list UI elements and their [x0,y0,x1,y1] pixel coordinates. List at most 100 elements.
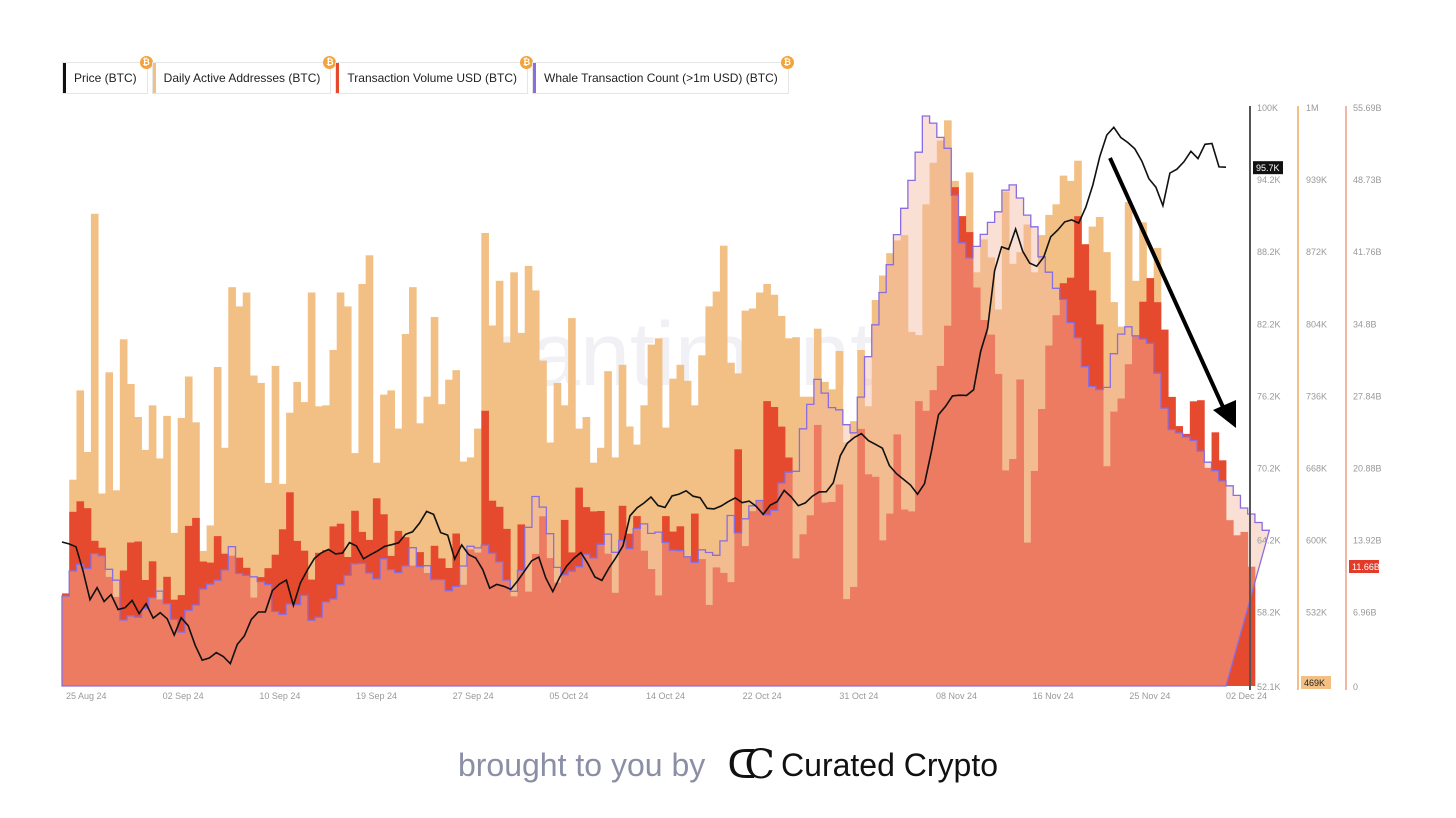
whale-count-area [61,115,1271,687]
x-axis-tick: 25 Aug 24 [66,691,107,701]
volume-bar [503,528,511,686]
volume-axis-tick: 41.76B [1353,247,1382,257]
volume-bar [582,507,591,686]
legend-label-price: Price (BTC) [74,71,137,85]
daa-bar [878,275,887,686]
whale-count-step-area [61,115,1271,687]
volume-bar [1146,278,1155,686]
volume-bar [806,515,815,686]
daa-axis-tick: 532K [1306,608,1327,618]
daa-axis-tick: 736K [1306,391,1327,401]
volume-bar [249,597,258,686]
volume-bar [662,516,670,686]
daa-current-badge-text: 469K [1304,678,1325,688]
legend-item-whale-count[interactable]: Whale Transaction Count (>1m USD) (BTC) … [532,56,794,94]
volume-bar [936,365,945,686]
price-line-layer [61,126,1227,666]
volume-bar [358,531,367,686]
brand-name: Curated Crypto [781,746,999,783]
daa-bar [756,292,764,686]
daa-bar [141,449,150,686]
volume-bar [958,216,967,686]
daa-bar [105,372,114,686]
volume-bar [127,542,135,686]
volume-current-badge-text: 11.66B [1352,562,1380,572]
volume-bar [423,573,432,686]
volume-axis-tick: 20.88B [1353,464,1382,474]
price-line [61,126,1227,666]
volume-bar [719,572,728,686]
volume-bar [676,526,685,686]
volume-bar [76,501,85,686]
volume-bar [907,511,916,686]
volume-bar [62,593,70,686]
volume-bar [1052,315,1061,686]
volume-bar [727,582,735,686]
volume-bar [1009,459,1017,686]
brand-link[interactable]: ᑕC Curated Crypto [727,742,998,788]
volume-bar [163,576,171,686]
daa-bar [503,342,511,686]
volume-bar [611,592,620,686]
volume-bar [343,557,352,686]
volume-bar [972,287,981,686]
volume-bar [452,533,461,686]
volume-bar [409,565,417,686]
volume-bar [575,487,583,686]
bitcoin-icon: ₿ [139,56,153,69]
daa-bar [423,396,432,686]
price-axis-tick: 70.2K [1257,464,1281,474]
x-axis-tick: 22 Oct 24 [743,691,782,701]
volume-axis-tick: 55.69B [1353,103,1382,113]
daa-bar [705,306,714,686]
daa-bar [445,379,453,686]
daa-bar [459,461,468,686]
volume-bar [821,502,829,686]
daa-bar [886,253,894,686]
volume-bar [278,529,287,686]
volume-bar [553,582,562,686]
legend-item-daily-active-addresses[interactable]: Daily Active Addresses (BTC) ₿ [151,56,337,94]
axes: 100K 94.2K 88.2K 82.2K 76.2K 70.2K 64.2K 58.2K 5… [66,103,1382,701]
daa-bar [792,337,800,686]
daa-bar [748,308,757,686]
volume-bar [119,570,128,686]
volume-bar [1045,345,1053,686]
bitcoin-icon: ₿ [323,56,337,69]
transaction-volume-bars [62,187,1256,686]
legend-item-transaction-volume[interactable]: Transaction Volume USD (BTC) ₿ [335,56,533,94]
volume-bar [980,320,988,686]
legend-swatch-price [63,63,66,93]
volume-bar [148,561,157,686]
volume-bar [1189,401,1198,686]
volume-bar [690,513,699,686]
legend-item-price[interactable]: Price (BTC) ₿ [62,56,153,94]
daa-bar [358,284,367,686]
x-axis-tick: 10 Sep 24 [259,691,300,701]
volume-bar [763,401,771,686]
volume-bar [1074,216,1082,686]
volume-bar [597,511,605,686]
volume-bar [206,562,215,686]
daa-bar [850,421,858,686]
volume-bar [430,545,439,686]
curated-crypto-logo-icon: ᑕC [727,742,775,788]
volume-bar [380,514,388,686]
volume-bar [734,449,742,686]
volume-bar [1001,470,1010,686]
volume-bar [994,373,1003,686]
volume-bar [271,554,280,686]
volume-bar [474,552,482,686]
volume-current-badge: 11.66B [1349,560,1380,573]
volume-bar [1139,301,1147,686]
daa-bar [907,331,916,686]
volume-axis-tick: 48.73B [1353,175,1382,185]
volume-bar [669,531,677,686]
daa-bar [119,339,128,686]
volume-current-badge-bg [1349,560,1379,573]
price-axis-tick: 94.2K [1257,175,1281,185]
volume-axis-tick: 13.92B [1353,536,1382,546]
volume-bar [929,390,938,686]
volume-bar [416,552,424,686]
daa-bar [401,334,410,686]
